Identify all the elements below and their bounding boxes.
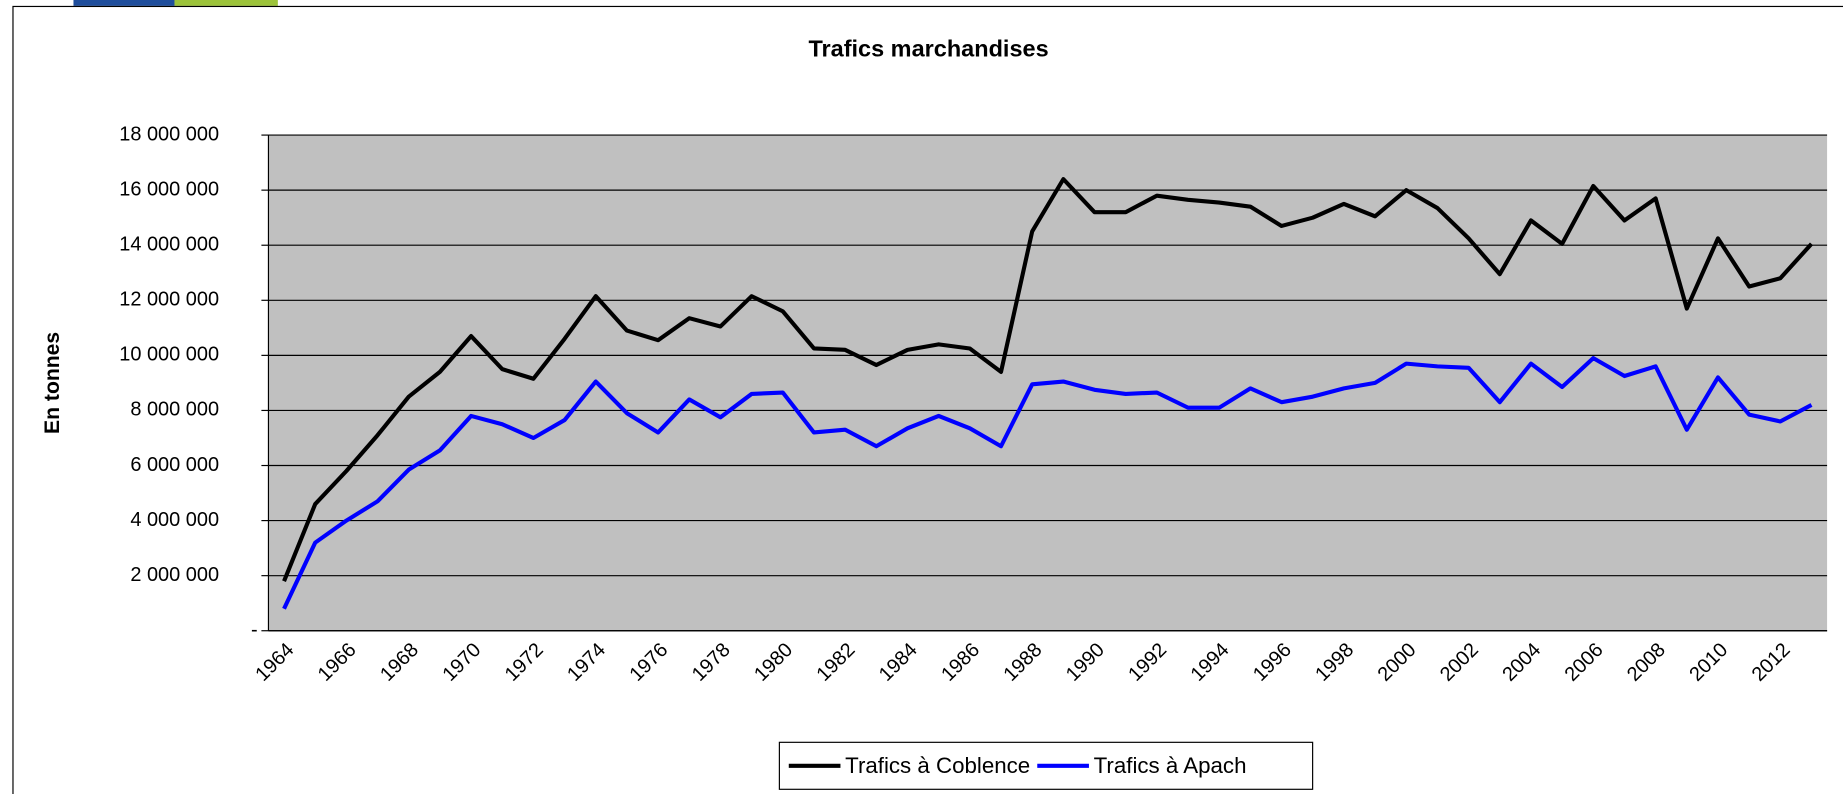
y-tick-label: 18 000 000 xyxy=(119,123,219,145)
x-tick-label: 1980 xyxy=(750,639,797,686)
x-tick-label: 1996 xyxy=(1249,639,1296,686)
chart-title: Trafics marchandises xyxy=(808,36,1048,62)
x-tick-label: 1998 xyxy=(1311,639,1358,686)
x-tick-label: 1982 xyxy=(813,639,860,686)
y-tick-label: 14 000 000 xyxy=(119,233,219,255)
y-tick-label: 8 000 000 xyxy=(130,399,219,421)
x-tick-label: 2002 xyxy=(1436,639,1483,686)
x-tick-label: 1986 xyxy=(937,639,984,686)
x-tick-label: 1966 xyxy=(314,639,361,686)
y-tick-label: 16 000 000 xyxy=(119,178,219,200)
chart-frame xyxy=(12,5,1843,794)
y-tick-label: 4 000 000 xyxy=(130,509,219,531)
line-series xyxy=(282,177,1814,582)
y-tick-label: 2 000 000 xyxy=(130,564,219,586)
logo-strip xyxy=(174,0,278,6)
x-tick-label: 1978 xyxy=(688,639,735,686)
x-tick-label: 2006 xyxy=(1561,639,1608,686)
x-tick-label: 1968 xyxy=(376,639,423,686)
x-tick-label: 1984 xyxy=(875,639,922,686)
y-tick-label: - xyxy=(251,619,258,641)
y-axis-label: En tonnes xyxy=(41,332,64,434)
x-tick-label: 1994 xyxy=(1187,639,1234,686)
x-tick-label: 2004 xyxy=(1498,639,1545,686)
line-series xyxy=(282,356,1813,610)
x-tick-label: 1970 xyxy=(438,639,485,686)
x-tick-label: 1976 xyxy=(625,639,672,686)
x-tick-label: 2012 xyxy=(1748,639,1795,686)
x-tick-label: 1992 xyxy=(1124,639,1171,686)
y-tick-label: 12 000 000 xyxy=(119,289,219,311)
legend-label: Trafics à Apach xyxy=(1094,753,1247,778)
x-tick-label: 1990 xyxy=(1062,639,1109,686)
logo-strip xyxy=(73,0,175,6)
legend-label: Trafics à Coblence xyxy=(845,753,1030,778)
x-tick-label: 1988 xyxy=(1000,639,1047,686)
x-tick-label: 1974 xyxy=(563,639,610,686)
y-tick-label: 6 000 000 xyxy=(130,454,219,476)
x-tick-label: 1964 xyxy=(251,639,298,686)
x-tick-label: 2008 xyxy=(1623,639,1670,686)
x-tick-label: 2000 xyxy=(1374,639,1421,686)
x-tick-label: 2010 xyxy=(1685,639,1732,686)
y-tick-label: 10 000 000 xyxy=(119,344,219,366)
x-tick-label: 1972 xyxy=(501,639,548,686)
